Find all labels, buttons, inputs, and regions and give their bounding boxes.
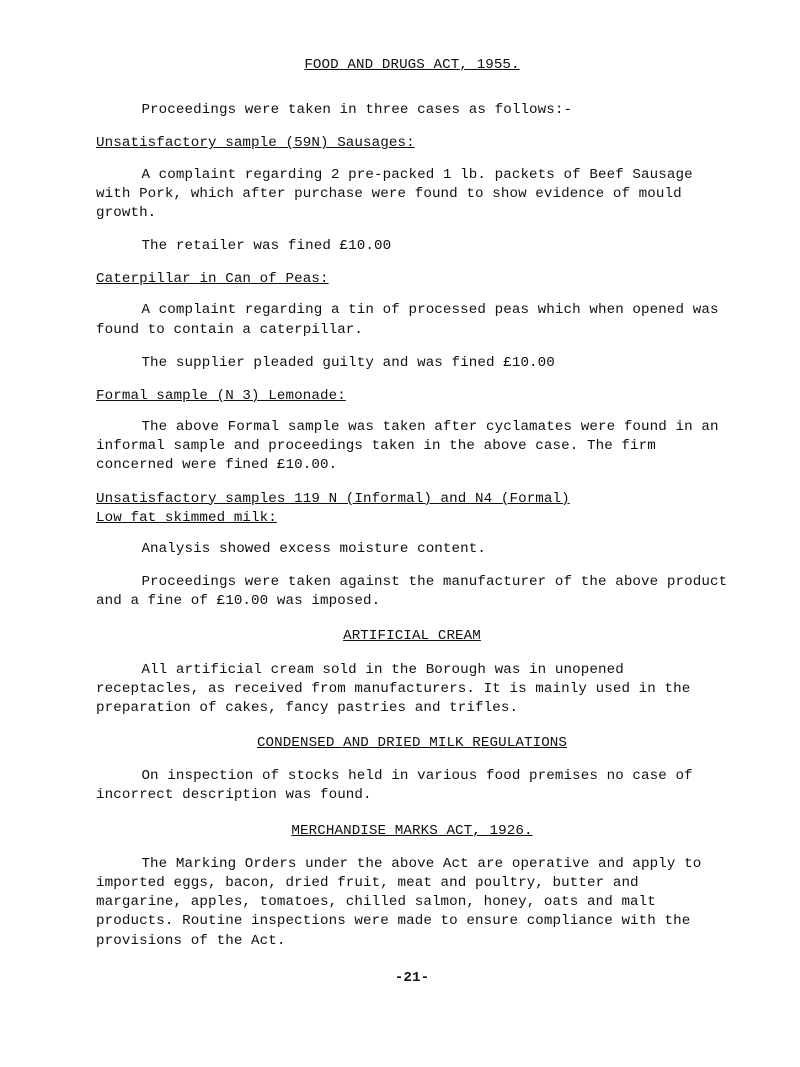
- para-sausage-fine: The retailer was fined £10.00: [96, 237, 728, 256]
- para-marking-orders: The Marking Orders under the above Act a…: [96, 855, 728, 951]
- para-proceedings-fine: Proceedings were taken against the manuf…: [96, 573, 728, 611]
- document-page: FOOD AND DRUGS ACT, 1955. Proceedings we…: [0, 0, 800, 1067]
- heading-condensed-milk: CONDENSED AND DRIED MILK REGULATIONS: [96, 734, 728, 753]
- heading-caterpillar: Caterpillar in Can of Peas:: [96, 270, 728, 289]
- intro-paragraph: Proceedings were taken in three cases as…: [96, 101, 728, 120]
- para-sausage-complaint: A complaint regarding 2 pre-packed 1 lb.…: [96, 166, 728, 224]
- para-caterpillar-complaint: A complaint regarding a tin of processed…: [96, 301, 728, 339]
- para-analysis: Analysis showed excess moisture content.: [96, 540, 728, 559]
- para-condensed-milk: On inspection of stocks held in various …: [96, 767, 728, 805]
- heading-sausages: Unsatisfactory sample (59N) Sausages:: [96, 134, 728, 153]
- para-artificial-cream: All artificial cream sold in the Borough…: [96, 661, 728, 719]
- doc-title: FOOD AND DRUGS ACT, 1955.: [96, 56, 728, 75]
- heading-low-fat-b: Low fat skimmed milk:: [96, 509, 728, 528]
- para-caterpillar-fine: The supplier pleaded guilty and was fine…: [96, 354, 728, 373]
- heading-merchandise-marks: MERCHANDISE MARKS ACT, 1926.: [96, 822, 728, 841]
- para-lemonade: The above Formal sample was taken after …: [96, 418, 728, 476]
- heading-lemonade: Formal sample (N 3) Lemonade:: [96, 387, 728, 406]
- heading-low-fat-a: Unsatisfactory samples 119 N (Informal) …: [96, 490, 728, 509]
- page-number: -21-: [96, 969, 728, 988]
- heading-artificial-cream: ARTIFICIAL CREAM: [96, 627, 728, 646]
